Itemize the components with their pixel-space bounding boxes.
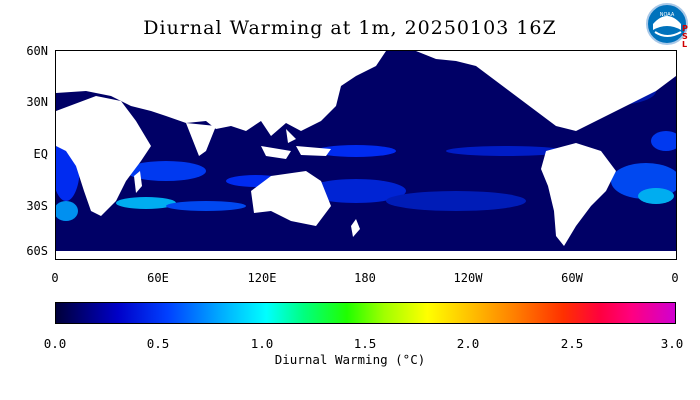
lon-label-0: 0 [51, 271, 59, 285]
colorbar-tick-label: 3.0 [660, 336, 684, 351]
colorbar-tick-label: 2.5 [560, 336, 584, 351]
colorbar-tick-label: 0.5 [146, 336, 170, 351]
map-title: Diurnal Warming at 1m, 20250103 16Z [143, 17, 557, 39]
lon-label-120e: 120E [247, 271, 277, 285]
lat-label-60s: 60S [26, 244, 48, 258]
svg-text:NOAA: NOAA [660, 12, 675, 18]
lon-label-180: 180 [354, 271, 376, 285]
lon-label-60e: 60E [147, 271, 169, 285]
noaa-logo-icon: NOAA [645, 2, 693, 50]
colorbar-tick-label: 1.5 [353, 336, 377, 351]
colorbar [55, 302, 676, 324]
lat-label-eq: EQ [33, 147, 48, 161]
lon-label-120w: 120W [453, 271, 483, 285]
colorbar-tick-label: 2.0 [456, 336, 480, 351]
lon-label-0-end: 0 [671, 271, 679, 285]
lat-label-30s: 30S [26, 199, 48, 213]
colorbar-tick-label: 0.0 [43, 336, 67, 351]
colorbar-title: Diurnal Warming (°C) [274, 352, 426, 367]
lat-label-60n: 60N [26, 44, 48, 58]
diurnal-warming-map [55, 50, 677, 260]
lat-label-30n: 30N [26, 95, 48, 109]
colorbar-tick-label: 1.0 [250, 336, 274, 351]
lon-label-60w: 60W [561, 271, 583, 285]
